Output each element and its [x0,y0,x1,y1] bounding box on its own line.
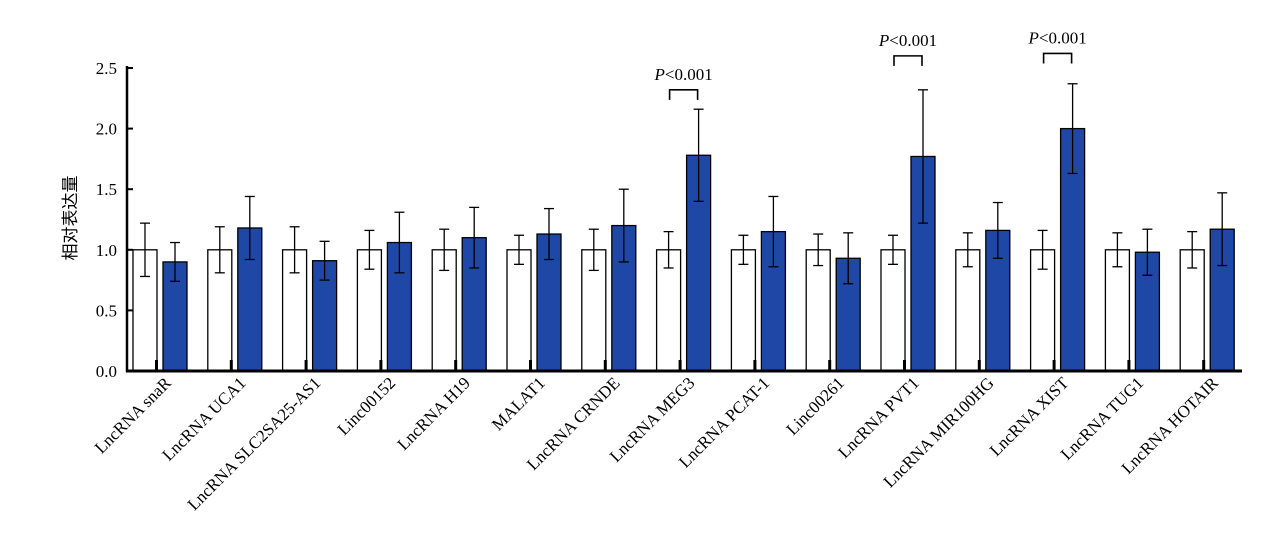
x-tick-label: LncRNA SLC2SA25-AS1 [184,373,325,514]
x-tick-mark [229,360,233,371]
x-tick-mark [603,360,607,371]
bar-control [880,249,906,372]
x-tick-mark [379,360,383,371]
x-tick-mark [155,360,158,371]
y-tick-label: 2.0 [96,120,117,139]
x-tick-mark [304,360,308,371]
x-tick-label: MALAT1 [488,373,549,434]
x-tick-mark [454,360,458,371]
x-tick-mark [903,360,906,371]
bar-control [730,249,757,372]
x-tick-mark [753,360,757,371]
bars [132,83,1235,372]
significance-bracket [668,89,699,100]
x-tick-mark [977,360,981,371]
x-tick-mark [529,360,532,371]
y-axis-ticks: 0.0 0.5 1.0 1.5 2.0 2.5 [96,59,133,381]
significance-bracket [1042,52,1073,64]
significance-label: P<0.001 [1027,28,1086,47]
significance-annotations: P<0.001 P<0.001 P<0.001 [653,28,1087,100]
significance-label: P<0.001 [878,31,937,50]
significance-bracket [893,55,923,66]
y-tick-label: 1.5 [96,180,117,199]
y-tick-label: 2.5 [96,59,117,78]
bar-control [1104,249,1131,372]
bar-control [805,249,831,372]
bar-control [955,249,981,372]
significance-label: P<0.001 [653,65,712,84]
x-tick-mark [1127,360,1131,371]
y-axis-label: 相对表达量 [61,176,80,261]
y-tick-label: 0.5 [96,301,117,320]
x-tick-label: LncRNA snaR [91,373,175,457]
bar-control [431,249,457,372]
x-tick-mark [1052,360,1056,371]
x-tick-mark [828,360,832,371]
y-tick-label: 0.0 [96,362,117,381]
x-tick-label: Linc00261 [783,373,849,439]
x-tick-label: LncRNA H19 [393,373,474,454]
x-tick-label: Linc00152 [334,373,400,439]
bar-control [506,249,532,372]
x-tick-mark [1202,360,1206,371]
x-tick-mark [678,360,682,371]
y-tick-label: 1.0 [96,241,117,260]
